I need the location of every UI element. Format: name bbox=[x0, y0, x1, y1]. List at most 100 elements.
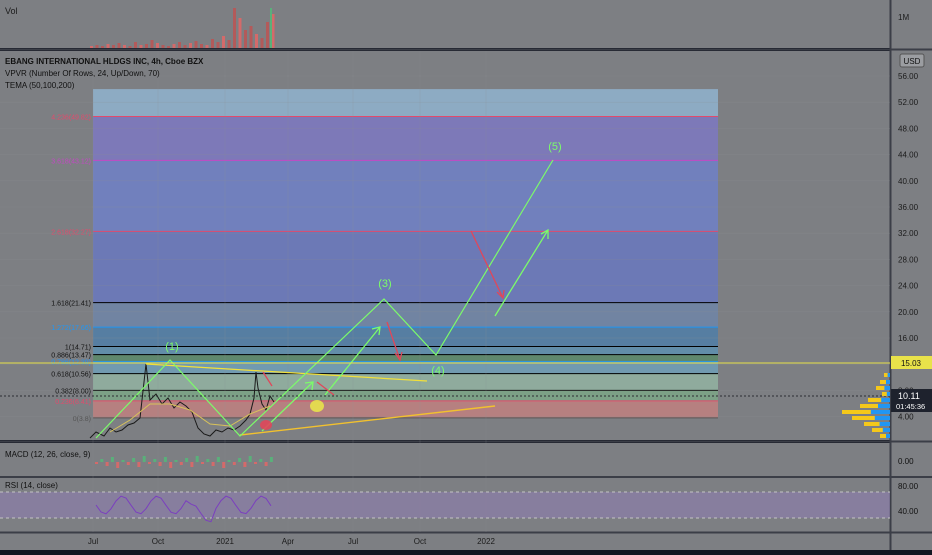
ascending-trendline[interactable] bbox=[239, 405, 496, 436]
volume-bar bbox=[172, 44, 176, 48]
vpvr-row-down bbox=[870, 410, 890, 414]
volume-bar bbox=[211, 39, 214, 48]
y-tick-label: 48.00 bbox=[898, 124, 919, 133]
volume-bar bbox=[200, 44, 203, 48]
macd-series bbox=[95, 456, 273, 468]
vpvr-row-up bbox=[852, 416, 890, 420]
macd-bar bbox=[105, 462, 109, 466]
fib-zones bbox=[93, 89, 718, 418]
vpvr-row-up bbox=[876, 386, 890, 390]
descending-trendline[interactable] bbox=[145, 363, 428, 382]
macd-label[interactable]: MACD (12, 26, close, 9) bbox=[5, 450, 91, 459]
volume-pane bbox=[0, 0, 890, 48]
fib-zone bbox=[93, 160, 718, 232]
tema-series bbox=[109, 403, 271, 433]
last-price-badge[interactable] bbox=[891, 389, 932, 412]
last-price-text: 10.11 bbox=[898, 391, 920, 401]
y-tick-label: 24.00 bbox=[898, 282, 919, 291]
vpvr-row-up bbox=[842, 410, 890, 414]
volume-bar bbox=[266, 22, 269, 48]
currency-badge[interactable] bbox=[899, 53, 925, 68]
alert-price-text: 15.03 bbox=[901, 359, 922, 368]
volume-bar bbox=[128, 46, 132, 48]
volume-bar bbox=[117, 43, 121, 48]
x-tick-label: 2021 bbox=[216, 537, 234, 546]
alert-price-badge[interactable] bbox=[891, 356, 932, 369]
red-arrow-3 bbox=[316, 381, 335, 396]
rsi-series bbox=[95, 495, 272, 523]
vpvr-row-up bbox=[882, 392, 890, 396]
y-tick-label: 36.00 bbox=[898, 203, 919, 212]
macd-bar bbox=[269, 457, 273, 462]
vpvr-legend[interactable]: VPVR (Number Of Rows, 24, Up/Down, 70) bbox=[5, 69, 160, 78]
vpvr-row-down bbox=[878, 404, 890, 408]
macd-bar bbox=[259, 459, 263, 462]
tema-legend[interactable]: TEMA (50,100,200) bbox=[5, 81, 75, 90]
fib-label: 0.618(10.56) bbox=[51, 372, 91, 379]
volume-bar bbox=[90, 46, 93, 48]
volume-bars bbox=[90, 8, 275, 48]
volume-bar bbox=[123, 45, 126, 48]
macd-tick: 0.00 bbox=[898, 457, 914, 466]
y-tick-label: 56.00 bbox=[898, 72, 919, 81]
volume-bar bbox=[205, 45, 209, 48]
fib-zone bbox=[93, 231, 718, 303]
vpvr-row-up bbox=[880, 380, 890, 384]
macd-bar bbox=[254, 462, 257, 464]
macd-bar bbox=[264, 462, 268, 466]
rsi-label[interactable]: RSI (14, close) bbox=[5, 481, 58, 490]
wave-label-3: (3) bbox=[378, 278, 391, 290]
volume-bar bbox=[233, 8, 236, 48]
x-tick-label: 2022 bbox=[477, 537, 495, 546]
red-arrow-2 bbox=[470, 230, 505, 300]
macd-bar bbox=[248, 456, 252, 462]
volume-bar bbox=[161, 45, 165, 48]
vpvr-row-down bbox=[886, 380, 890, 384]
macd-bar bbox=[169, 462, 173, 468]
vpvr-row-up bbox=[880, 434, 890, 438]
macd-bar bbox=[238, 458, 242, 462]
fib-lines bbox=[93, 115, 718, 419]
wave-label-5: (5) bbox=[548, 141, 561, 153]
countdown-text: 01:45:36 bbox=[896, 402, 925, 411]
volume-bar bbox=[145, 44, 148, 48]
vpvr-row-down bbox=[874, 416, 890, 420]
volume-bar bbox=[227, 40, 231, 48]
volume-bar bbox=[222, 36, 225, 48]
volume-bar bbox=[194, 41, 198, 48]
macd-bar bbox=[148, 462, 151, 464]
macd-bar bbox=[100, 459, 104, 462]
y-tick-label: 16.00 bbox=[898, 334, 919, 343]
volume-bar bbox=[270, 8, 272, 48]
macd-pane bbox=[0, 443, 890, 476]
vpvr-row-up bbox=[864, 422, 890, 426]
red-arrow-4 bbox=[262, 371, 273, 387]
volume-label: Vol bbox=[5, 6, 18, 16]
vpvr-row-down bbox=[886, 392, 890, 396]
macd-bar bbox=[232, 462, 236, 465]
rsi-tick-40: 40.00 bbox=[898, 507, 919, 516]
fib-label: 0.886(13.47) bbox=[51, 353, 91, 360]
fib-label: 0.382(8.00) bbox=[55, 388, 91, 395]
fib-zone bbox=[93, 346, 718, 355]
fib-zone bbox=[93, 302, 718, 328]
x-tick-label: Jul bbox=[348, 537, 358, 546]
vpvr-row-down bbox=[884, 386, 890, 390]
elliott-wave-path[interactable] bbox=[95, 159, 554, 439]
currency-label: USD bbox=[904, 57, 921, 66]
volume-bar bbox=[238, 18, 242, 48]
fib-zone bbox=[93, 354, 718, 362]
macd-bar bbox=[142, 456, 146, 462]
fib-zone bbox=[93, 116, 718, 161]
x-axis-ticks: Jul Oct 2021 Apr Jul Oct 2022 bbox=[88, 537, 496, 546]
x-tick-label: Jul bbox=[88, 537, 98, 546]
time-axis[interactable] bbox=[0, 532, 890, 550]
volume-bar bbox=[167, 46, 170, 48]
macd-bar bbox=[216, 457, 220, 462]
y-tick-label: 52.00 bbox=[898, 98, 919, 107]
chart-title: EBANG INTERNATIONAL HLDGS INC, 4h, Cboe … bbox=[5, 57, 204, 66]
price-axis[interactable] bbox=[890, 0, 932, 550]
volume-bar bbox=[244, 30, 247, 48]
fib-label: 0(3.8) bbox=[73, 416, 91, 423]
